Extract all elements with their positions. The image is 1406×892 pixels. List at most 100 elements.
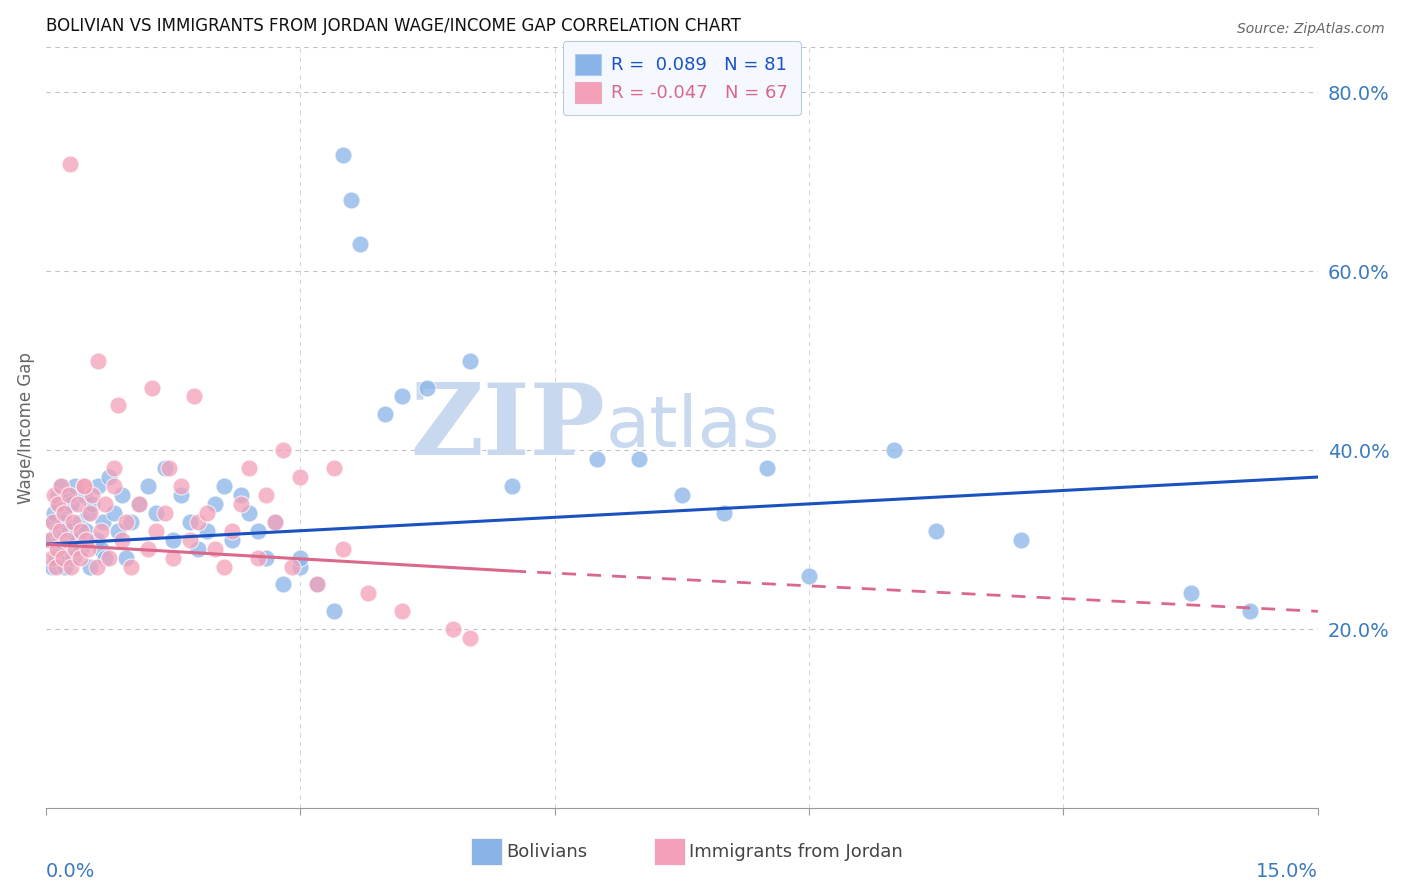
- Point: [45, 541, 67, 556]
- Point: [82, 497, 104, 511]
- Point: [141, 380, 163, 394]
- Point: [221, 524, 243, 538]
- Point: [340, 193, 363, 207]
- Point: [254, 488, 277, 502]
- Point: [52, 550, 75, 565]
- Point: [60, 559, 83, 574]
- Point: [48, 541, 70, 556]
- Point: [187, 541, 209, 556]
- Point: [713, 506, 735, 520]
- Point: [45, 559, 67, 574]
- Point: [45, 524, 67, 538]
- Point: [883, 443, 905, 458]
- Point: [323, 604, 346, 618]
- Point: [157, 461, 180, 475]
- Point: [44, 488, 66, 502]
- Point: [1239, 604, 1261, 618]
- Point: [280, 559, 302, 574]
- Point: [195, 506, 218, 520]
- Point: [263, 515, 285, 529]
- Point: [66, 533, 89, 547]
- Point: [458, 631, 481, 645]
- Point: [170, 479, 193, 493]
- Point: [76, 524, 98, 538]
- Point: [87, 353, 110, 368]
- Point: [69, 550, 91, 565]
- Text: atlas: atlas: [606, 393, 780, 462]
- Point: [103, 506, 125, 520]
- Point: [41, 550, 63, 565]
- Point: [170, 488, 193, 502]
- Point: [179, 533, 201, 547]
- Point: [93, 515, 115, 529]
- Point: [79, 559, 101, 574]
- Point: [349, 237, 371, 252]
- Text: Immigrants from Jordan: Immigrants from Jordan: [689, 843, 903, 861]
- Point: [73, 479, 96, 493]
- Point: [391, 389, 413, 403]
- Point: [238, 461, 260, 475]
- Point: [53, 506, 76, 520]
- Point: [307, 577, 329, 591]
- Point: [98, 470, 121, 484]
- Point: [246, 550, 269, 565]
- Point: [49, 533, 72, 547]
- Point: [66, 497, 89, 511]
- Point: [290, 470, 312, 484]
- Point: [153, 461, 176, 475]
- Point: [797, 568, 820, 582]
- Point: [183, 389, 205, 403]
- Point: [90, 541, 112, 556]
- Point: [44, 506, 66, 520]
- Text: Source: ZipAtlas.com: Source: ZipAtlas.com: [1237, 22, 1385, 37]
- Point: [51, 550, 73, 565]
- Point: [120, 559, 142, 574]
- Point: [82, 488, 104, 502]
- Legend: R =  0.089   N = 81, R = -0.047   N = 67: R = 0.089 N = 81, R = -0.047 N = 67: [562, 41, 801, 115]
- Point: [52, 506, 75, 520]
- Point: [755, 461, 778, 475]
- Point: [628, 452, 651, 467]
- Point: [162, 550, 184, 565]
- Point: [94, 497, 117, 511]
- Point: [107, 524, 129, 538]
- Point: [49, 479, 72, 493]
- Point: [86, 533, 108, 547]
- Point: [307, 577, 329, 591]
- Point: [53, 515, 76, 529]
- Text: 0.0%: 0.0%: [46, 862, 96, 880]
- Point: [1180, 586, 1202, 600]
- Point: [73, 479, 96, 493]
- Point: [70, 524, 93, 538]
- Text: BOLIVIAN VS IMMIGRANTS FROM JORDAN WAGE/INCOME GAP CORRELATION CHART: BOLIVIAN VS IMMIGRANTS FROM JORDAN WAGE/…: [46, 17, 741, 35]
- Point: [204, 497, 226, 511]
- Point: [229, 488, 252, 502]
- Point: [62, 515, 84, 529]
- Point: [62, 550, 84, 565]
- Point: [42, 515, 65, 529]
- Point: [179, 515, 201, 529]
- Point: [58, 157, 80, 171]
- Point: [136, 479, 159, 493]
- Point: [290, 559, 312, 574]
- Point: [73, 488, 96, 502]
- Point: [586, 452, 609, 467]
- Point: [271, 443, 294, 458]
- Point: [103, 479, 125, 493]
- Point: [671, 488, 693, 502]
- Point: [925, 524, 948, 538]
- Point: [58, 524, 80, 538]
- Point: [46, 488, 69, 502]
- Y-axis label: Wage/Income Gap: Wage/Income Gap: [17, 351, 35, 504]
- Point: [357, 586, 380, 600]
- Point: [162, 533, 184, 547]
- Point: [94, 550, 117, 565]
- Point: [65, 541, 87, 556]
- Text: Bolivians: Bolivians: [506, 843, 588, 861]
- Point: [458, 353, 481, 368]
- Point: [1010, 533, 1032, 547]
- Point: [77, 506, 100, 520]
- Point: [115, 515, 138, 529]
- Point: [290, 550, 312, 565]
- Point: [441, 622, 464, 636]
